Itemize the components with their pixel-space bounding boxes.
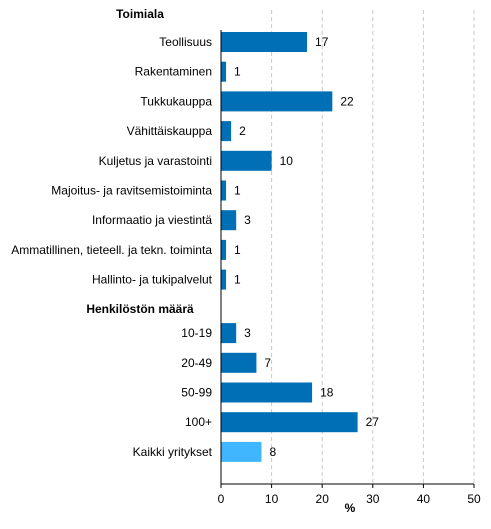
section-title-1: Henkilöstön määrä: [86, 302, 194, 316]
bar-0-3: [221, 121, 232, 142]
bar-1-4: [221, 441, 262, 462]
category-label-1-0: 10-19: [181, 326, 212, 340]
value-label-1-2: 18: [320, 386, 334, 400]
category-label-0-2: Tukkukauppa: [140, 94, 212, 108]
x-tick-label-20: 20: [316, 492, 330, 506]
x-tick-label-10: 10: [265, 492, 279, 506]
value-label-0-2: 22: [340, 94, 354, 108]
value-label-1-3: 27: [366, 415, 380, 429]
category-label-0-8: Hallinto- ja tukipalvelut: [92, 273, 213, 287]
category-label-1-1: 20-49: [181, 356, 212, 370]
bar-0-6: [221, 210, 237, 231]
value-label-0-7: 1: [234, 243, 241, 257]
category-label-0-5: Majoitus- ja ravitsemistoiminta: [51, 184, 212, 198]
x-tick-label-0: 0: [218, 492, 225, 506]
value-label-1-1: 7: [264, 356, 271, 370]
x-axis-unit-label: %: [345, 501, 356, 515]
category-label-0-0: Teollisuus: [159, 35, 212, 49]
value-label-0-1: 1: [234, 65, 241, 79]
value-label-0-8: 1: [234, 273, 241, 287]
category-label-1-2: 50-99: [181, 386, 212, 400]
x-tick-label-50: 50: [467, 492, 481, 506]
value-label-0-6: 3: [244, 213, 251, 227]
category-label-0-7: Ammatillinen, tieteell. ja tekn. toimint…: [11, 243, 212, 257]
bar-0-4: [221, 150, 272, 171]
x-tick-label-30: 30: [366, 492, 380, 506]
value-label-1-4: 8: [269, 445, 276, 459]
category-label-0-4: Kuljetus ja varastointi: [99, 154, 212, 168]
bar-1-0: [221, 323, 237, 344]
bar-1-3: [221, 412, 358, 433]
bar-1-1: [221, 352, 257, 373]
value-label-0-3: 2: [239, 124, 246, 138]
bar-0-7: [221, 239, 227, 260]
category-label-0-3: Vähittäiskauppa: [127, 124, 213, 138]
category-label-1-3: 100+: [185, 415, 212, 429]
bar-0-5: [221, 180, 227, 201]
category-label-0-6: Informaatio ja viestintä: [92, 213, 212, 227]
section-title-0: Toimiala: [116, 7, 164, 21]
category-label-1-4: Kaikki yritykset: [133, 445, 213, 459]
bar-1-2: [221, 382, 313, 403]
value-label-0-4: 10: [280, 154, 294, 168]
value-label-0-5: 1: [234, 184, 241, 198]
bar-0-8: [221, 269, 227, 290]
category-label-0-1: Rakentaminen: [135, 65, 212, 79]
x-tick-label-40: 40: [417, 492, 431, 506]
value-label-0-0: 17: [315, 35, 329, 49]
bar-0-0: [221, 32, 308, 52]
bar-0-2: [221, 91, 333, 112]
bar-0-1: [221, 61, 227, 82]
value-label-1-0: 3: [244, 326, 251, 340]
